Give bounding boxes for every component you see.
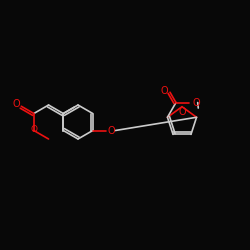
Text: O: O — [108, 126, 115, 136]
Text: O: O — [178, 107, 186, 117]
Text: O: O — [13, 98, 20, 108]
Text: O: O — [160, 86, 168, 96]
Text: O: O — [30, 125, 37, 134]
Text: O: O — [193, 98, 200, 108]
